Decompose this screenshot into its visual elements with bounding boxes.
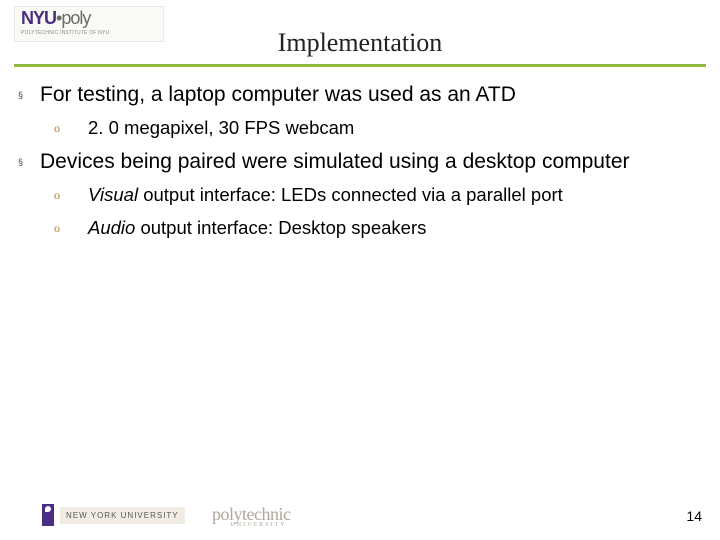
bullet-l1-glyph: § (18, 82, 40, 100)
torch-icon (42, 504, 54, 526)
bullet-rest: output interface: LEDs connected via a p… (138, 184, 563, 205)
page-number: 14 (686, 508, 702, 524)
italic-lead: Visual (88, 184, 138, 205)
slide-footer: NEW YORK UNIVERSITY polytechnic UNIVERSI… (0, 500, 720, 528)
bullet-l1: § Devices being paired were simulated us… (18, 149, 702, 175)
bullet-l2: o Audio output interface: Desktop speake… (54, 216, 702, 241)
italic-lead: Audio (88, 217, 135, 238)
logo-poly-text: poly (61, 8, 90, 28)
bullet-l2-text: 2. 0 megapixel, 30 FPS webcam (88, 116, 354, 141)
bullet-l2-glyph: o (54, 216, 88, 236)
bullet-l2: o Visual output interface: LEDs connecte… (54, 183, 702, 208)
footer-nyu-label: NEW YORK UNIVERSITY (60, 507, 185, 524)
bullet-l2-glyph: o (54, 183, 88, 203)
bullet-l1-glyph: § (18, 149, 40, 167)
bullet-l2: o 2. 0 megapixel, 30 FPS webcam (54, 116, 702, 141)
slide-body: § For testing, a laptop computer was use… (18, 82, 702, 249)
logo-nyu-text: NYU (21, 8, 56, 28)
bullet-l1: § For testing, a laptop computer was use… (18, 82, 702, 108)
footer-poly-logo: polytechnic UNIVERSITY (212, 505, 290, 528)
footer-nyu-logo: NEW YORK UNIVERSITY (42, 504, 185, 526)
footer-poly-word: polytechnic (212, 504, 290, 524)
bullet-l1-text: For testing, a laptop computer was used … (40, 82, 516, 108)
bullet-rest: output interface: Desktop speakers (135, 217, 426, 238)
bullet-l2-glyph: o (54, 116, 88, 136)
title-rule (14, 64, 706, 67)
slide-title: Implementation (0, 28, 720, 58)
bullet-l1-text: Devices being paired were simulated usin… (40, 149, 630, 175)
bullet-l2-text: Audio output interface: Desktop speakers (88, 216, 426, 241)
bullet-l2-text: Visual output interface: LEDs connected … (88, 183, 563, 208)
